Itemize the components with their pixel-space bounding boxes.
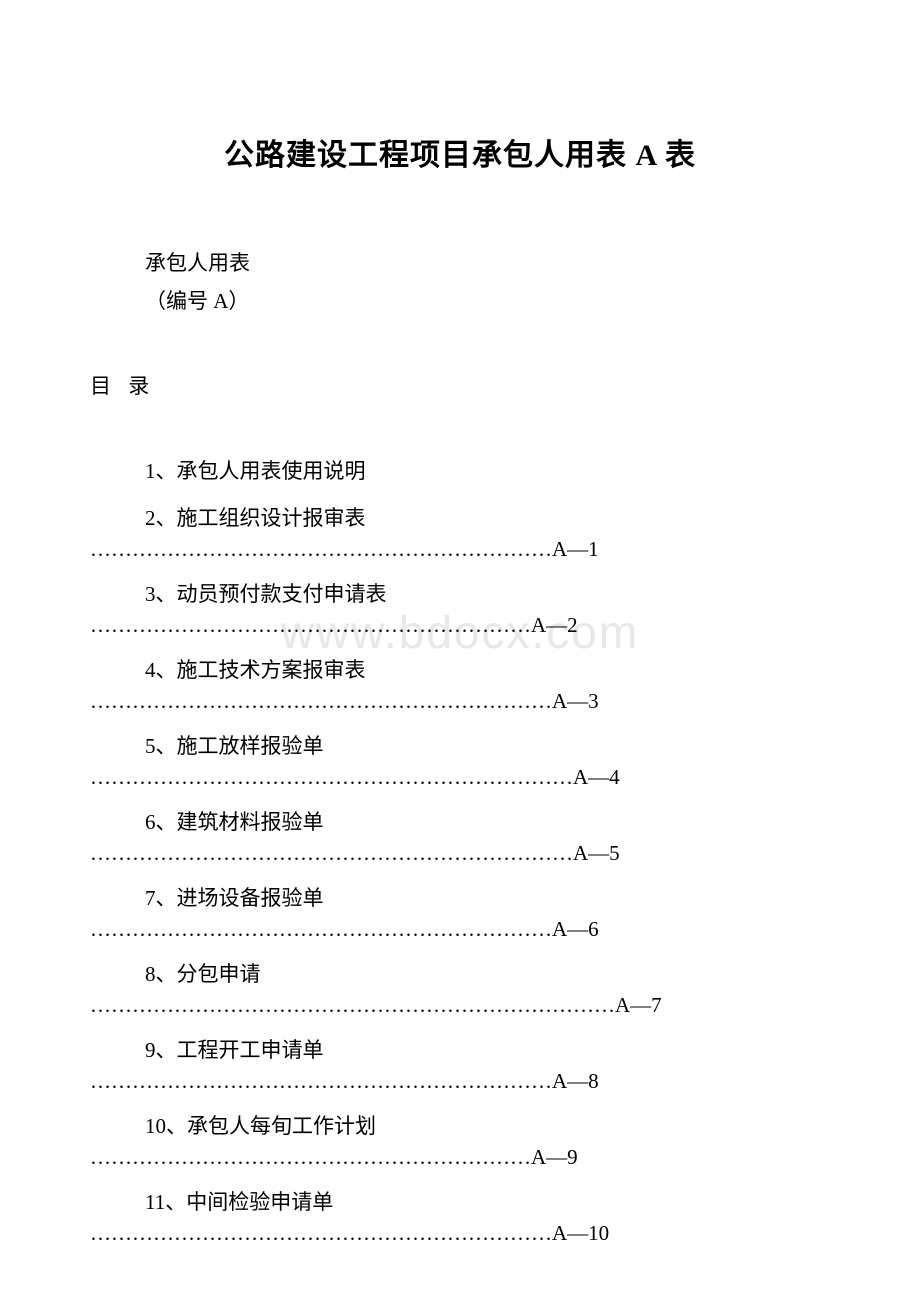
toc-item-ref: A—8 xyxy=(552,1069,599,1093)
toc-item-label: 动员预付款支付申请表 xyxy=(177,582,387,606)
toc-item: 6、建筑材料报验单 ……………………………………………………………A—5 xyxy=(145,807,830,867)
toc-leader-dots: ………………………………………………………… xyxy=(90,1069,552,1093)
toc-item: 11、中间检验申请单 …………………………………………………………A—10 xyxy=(145,1187,830,1247)
toc-item: 10、承包人每旬工作计划 ………………………………………………………A—9 xyxy=(145,1111,830,1171)
subtitle-block: 承包人用表 （编号 A） xyxy=(145,244,830,320)
toc-leader-dots: ………………………………………………………… xyxy=(90,1221,552,1245)
toc-item-label: 进场设备报验单 xyxy=(177,886,324,910)
toc-item-number: 11 xyxy=(145,1190,165,1214)
toc-item-label: 建筑材料报验单 xyxy=(177,810,324,834)
toc-heading: 目 录 xyxy=(90,370,830,400)
subtitle-line-1: 承包人用表 xyxy=(145,244,830,282)
toc-item: 5、施工放样报验单 ……………………………………………………………A—4 xyxy=(145,731,830,791)
toc-item-label: 承包人用表使用说明 xyxy=(177,459,366,483)
toc-item-ref: A—9 xyxy=(531,1145,578,1169)
toc-item-ref: A—10 xyxy=(552,1221,609,1245)
toc-leader-dots: ………………………………………………………… xyxy=(90,689,552,713)
document-title: 公路建设工程项目承包人用表 A 表 xyxy=(90,130,830,174)
toc-leader-dots: …………………………………………………………… xyxy=(90,841,573,865)
toc-item-ref: A—4 xyxy=(573,765,620,789)
toc-item: 4、施工技术方案报审表 …………………………………………………………A—3 xyxy=(145,655,830,715)
toc-item-number: 1 xyxy=(145,459,156,483)
toc-leader-dots: ……………………………………………………… xyxy=(90,613,531,637)
toc-item-ref: A—2 xyxy=(531,613,578,637)
toc-item-ref: A—6 xyxy=(552,917,599,941)
toc-item-number: 5 xyxy=(145,734,156,758)
toc-item-label: 工程开工申请单 xyxy=(177,1038,324,1062)
toc-item-label: 分包申请 xyxy=(177,962,261,986)
toc-item-number: 10 xyxy=(145,1114,166,1138)
toc-leader-dots: ………………………………………………………… xyxy=(90,917,552,941)
toc-item: 8、分包申请 …………………………………………………………………A—7 xyxy=(145,959,830,1019)
toc-item-label: 中间检验申请单 xyxy=(186,1190,333,1214)
toc-item-ref: A—1 xyxy=(552,537,599,561)
toc-item-number: 9 xyxy=(145,1038,156,1062)
toc-item-number: 3 xyxy=(145,582,156,606)
toc-item-label: 施工技术方案报审表 xyxy=(177,658,366,682)
toc-leader-dots: ……………………………………………………… xyxy=(90,1145,531,1169)
toc-item-label: 承包人每旬工作计划 xyxy=(187,1114,376,1138)
toc-item-label: 施工组织设计报审表 xyxy=(177,506,366,530)
toc-item-ref: A—5 xyxy=(573,841,620,865)
toc-leader-dots: ………………………………………………………… xyxy=(90,537,552,561)
toc-item-number: 7 xyxy=(145,886,156,910)
toc-item-ref: A—7 xyxy=(615,993,662,1017)
toc-list: 1、承包人用表使用说明 2、施工组织设计报审表 …………………………………………… xyxy=(145,455,830,1247)
toc-item-number: 8 xyxy=(145,962,156,986)
document-content: 公路建设工程项目承包人用表 A 表 承包人用表 （编号 A） 目 录 1、承包人… xyxy=(90,130,830,1247)
toc-item-ref: A—3 xyxy=(552,689,599,713)
toc-item: 2、施工组织设计报审表 …………………………………………………………A—1 xyxy=(145,503,830,563)
toc-leader-dots: ………………………………………………………………… xyxy=(90,993,615,1017)
toc-item-number: 2 xyxy=(145,506,156,530)
toc-item-label: 施工放样报验单 xyxy=(177,734,324,758)
toc-item: 3、动员预付款支付申请表 ………………………………………………………A—2 xyxy=(145,579,830,639)
toc-item-number: 4 xyxy=(145,658,156,682)
subtitle-line-2: （编号 A） xyxy=(145,282,830,320)
toc-item: 9、工程开工申请单 …………………………………………………………A—8 xyxy=(145,1035,830,1095)
toc-item-number: 6 xyxy=(145,810,156,834)
toc-item: 1、承包人用表使用说明 xyxy=(145,455,830,485)
toc-item: 7、进场设备报验单 …………………………………………………………A—6 xyxy=(145,883,830,943)
toc-leader-dots: …………………………………………………………… xyxy=(90,765,573,789)
